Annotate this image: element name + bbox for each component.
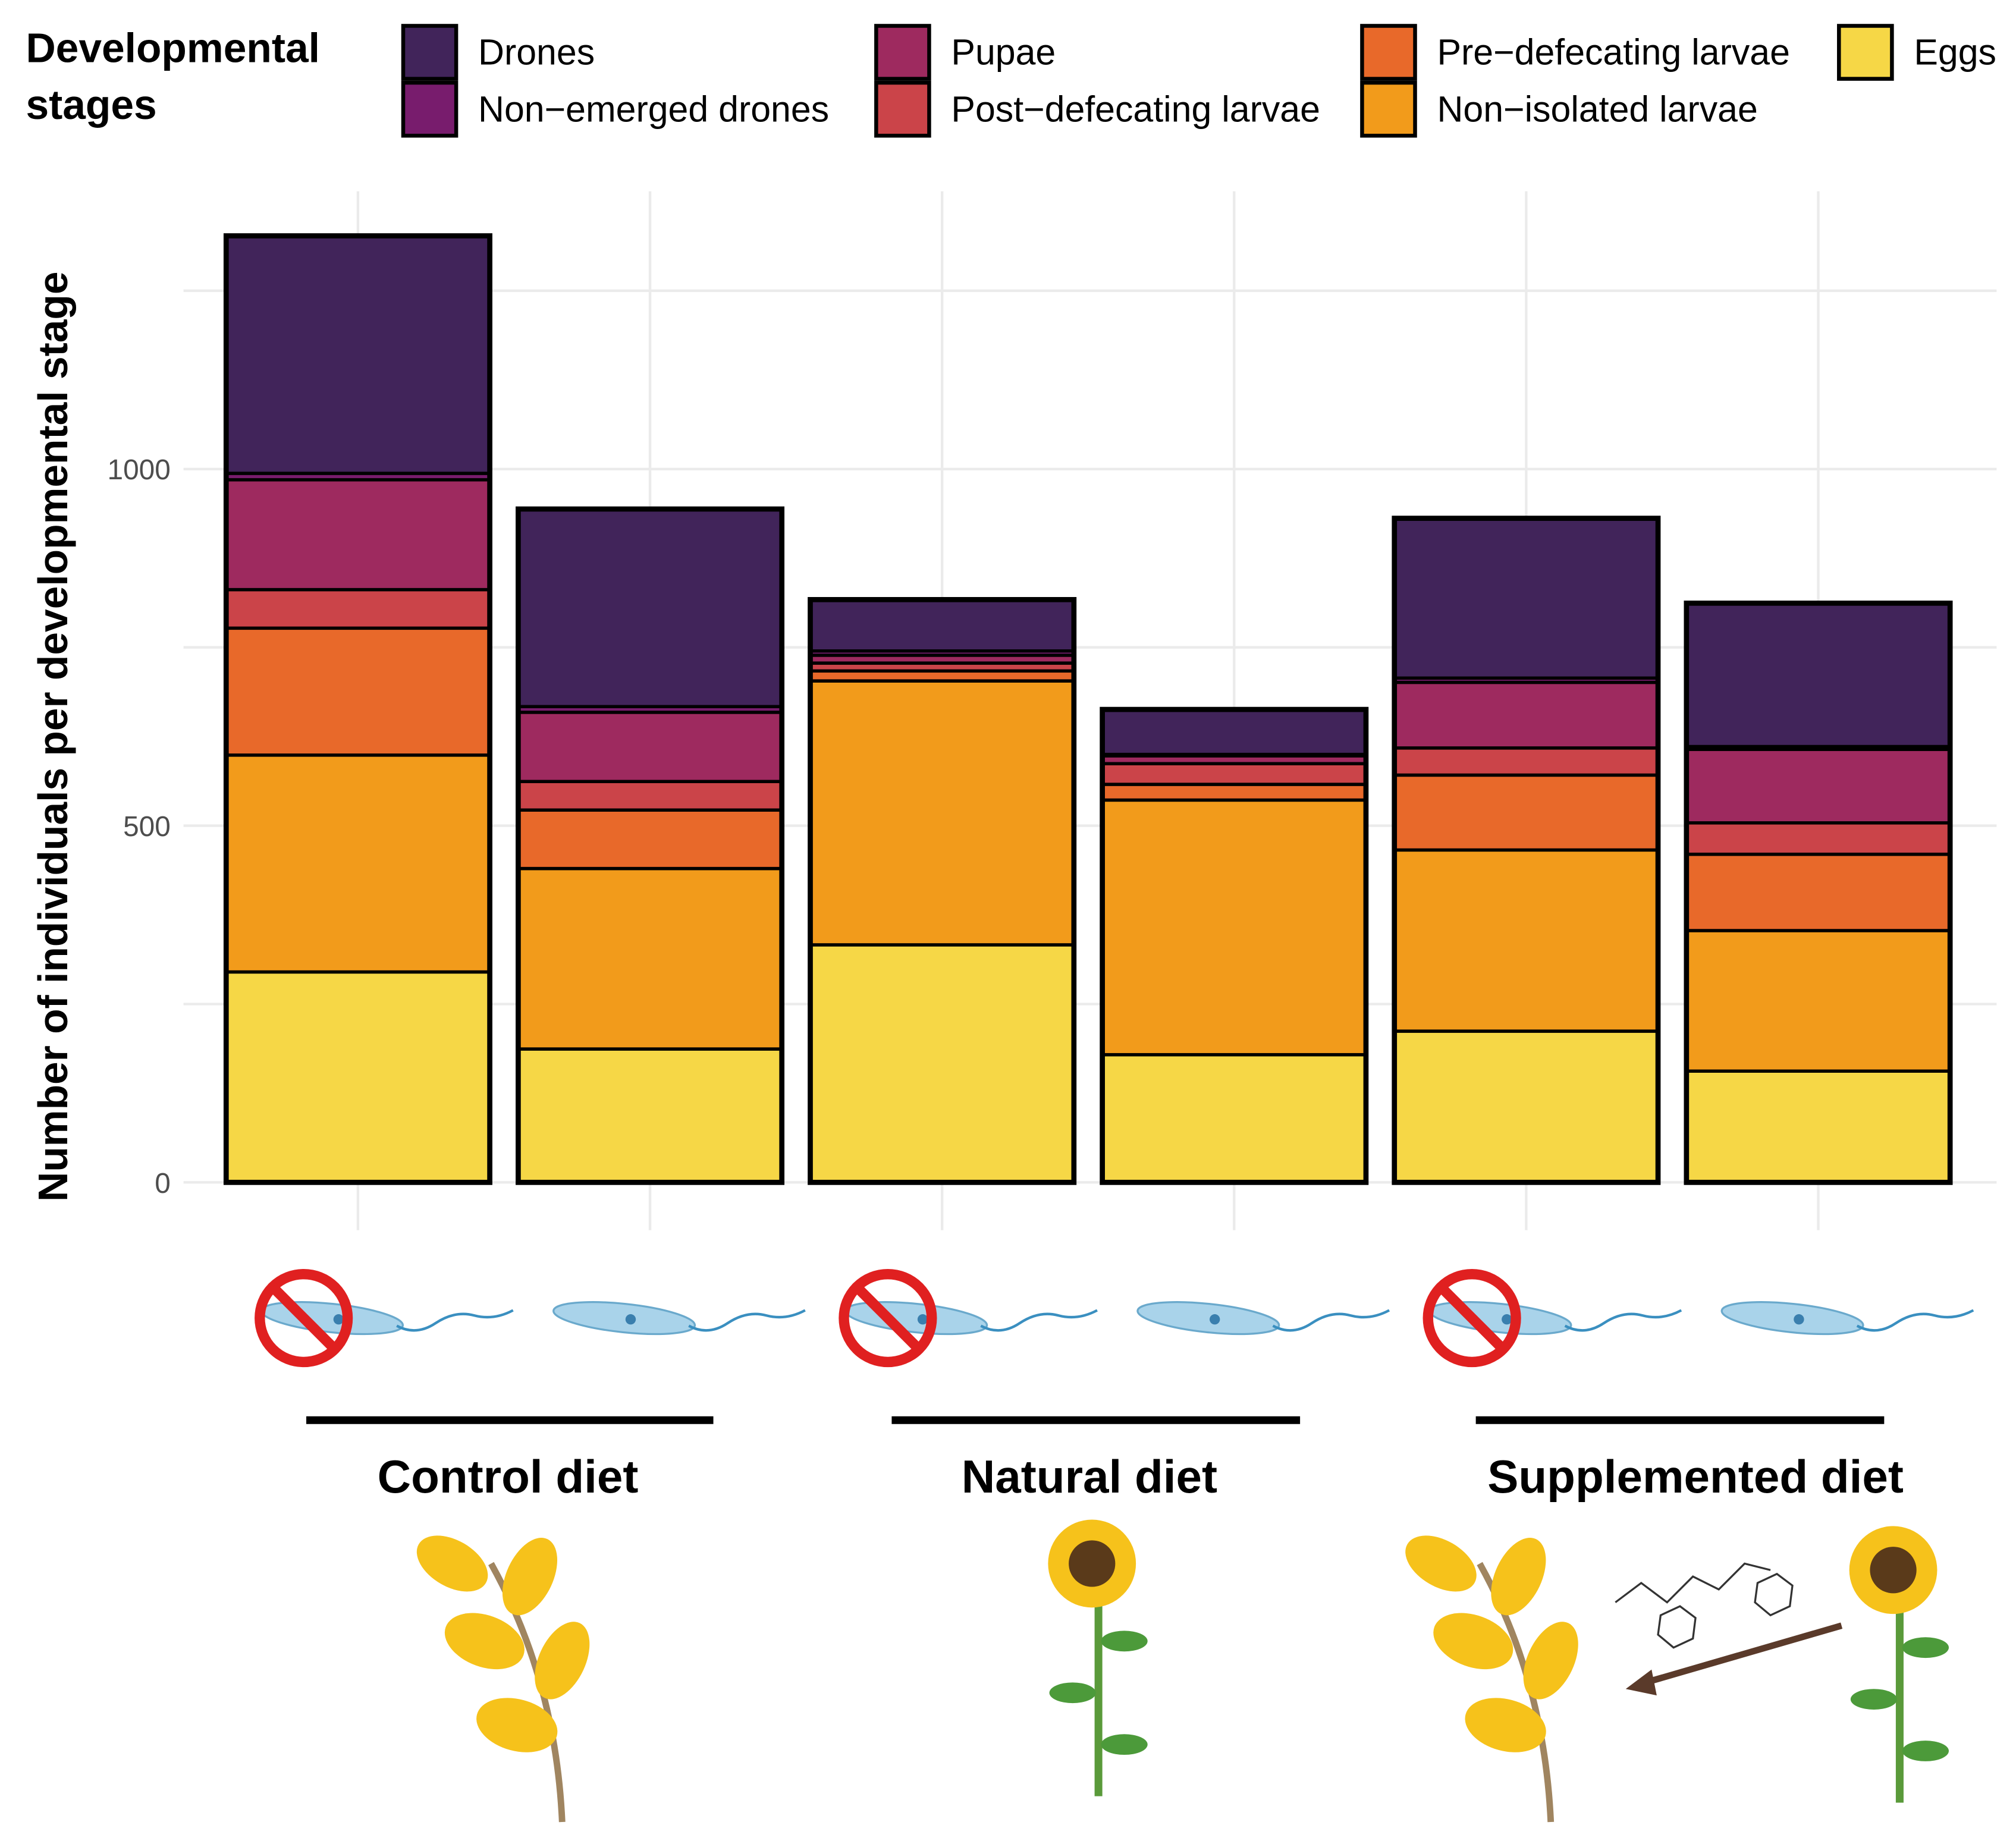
bar-segment-drones: [516, 507, 784, 708]
arrow-icon: [1640, 1622, 1843, 1687]
bar-segment-pre-defecating-larvae: [1393, 773, 1660, 852]
group-label-natural: Natural diet: [962, 1450, 1217, 1503]
bar-segment-pre-defecating-larvae: [1685, 852, 1952, 932]
legend-label: Eggs: [1914, 32, 1996, 73]
sunflower-icon: [1048, 1519, 1148, 1796]
bar-outline: [808, 597, 1077, 1185]
group-label-supplemented: Supplemented diet: [1487, 1450, 1904, 1503]
legend-item-post-defecating-larvae: Post−defecating larvae: [874, 80, 1320, 138]
bar-outline: [516, 506, 785, 1185]
bar-segment-pupae: [1685, 747, 1952, 825]
bar-3: [808, 597, 1077, 1185]
bar-segment-non-isolated-larvae: [1100, 798, 1368, 1057]
bar-segment-post-defecating-larvae: [1393, 746, 1660, 777]
legend-swatch: [401, 80, 459, 138]
legend-swatch: [1360, 80, 1417, 138]
sunflower-icon: [1849, 1526, 1949, 1803]
bar-segment-post-defecating-larvae: [516, 780, 784, 812]
legend-swatch: [401, 24, 459, 81]
bar-segment-pre-defecating-larvae: [224, 626, 492, 757]
legend-label: Non−isolated larvae: [1437, 89, 1757, 129]
trypanosome-icon: [1720, 1301, 1974, 1336]
arrow-head-icon: [1625, 1669, 1657, 1696]
bar-segment-pupae: [516, 711, 784, 783]
bar-segment-pupae: [224, 478, 492, 592]
chemical-structure-icon: [1615, 1562, 1794, 1649]
legend-title-line1: Developmental: [26, 24, 319, 71]
legend-label: Drones: [478, 32, 595, 73]
bar-segment-non-isolated-larvae: [1393, 848, 1660, 1033]
group-label-control: Control diet: [378, 1450, 639, 1503]
y-axis-label: Number of individuals per developmental …: [30, 271, 76, 1201]
bar-segment-eggs: [1393, 1029, 1660, 1185]
legend-item-eggs: Eggs: [1837, 24, 1996, 81]
bar-segment-eggs: [808, 943, 1076, 1185]
infection-icons: [255, 1268, 1974, 1368]
bar-segment-post-defecating-larvae: [224, 588, 492, 630]
pollen-plant-icon: [1405, 1535, 1578, 1823]
legend-label: Pupae: [951, 32, 1056, 73]
bar-segment-non-isolated-larvae: [516, 866, 784, 1051]
bar-2: [516, 506, 785, 1185]
bar-segment-drones: [808, 598, 1076, 653]
bar-outline: [223, 233, 492, 1185]
legend-item-drones: Drones: [401, 24, 595, 81]
bar-5: [1392, 516, 1661, 1185]
y-axis-ticks: 0 500 1000: [108, 454, 171, 1199]
bar-segment-pre-defecating-larvae: [1100, 783, 1368, 802]
bar-segment-eggs: [1100, 1053, 1368, 1185]
legend-swatch: [874, 80, 931, 138]
no-sign-icon: [839, 1268, 937, 1368]
y-tick-label: 500: [123, 811, 171, 843]
legend-label: Post−defecating larvae: [951, 89, 1320, 129]
bars: [223, 233, 1953, 1185]
bar-6: [1684, 601, 1953, 1185]
bar-1: [223, 233, 492, 1185]
bar-segment-pre-defecating-larvae: [516, 808, 784, 871]
bar-segment-post-defecating-larvae: [1100, 762, 1368, 786]
bar-segment-pupae: [1393, 680, 1660, 750]
legend-title-line2: stages: [26, 81, 156, 128]
group-labels: Control diet Natural diet Supplemented d…: [306, 1416, 1904, 1503]
bar-outline: [1392, 516, 1661, 1185]
legend-item-non-emerged-drones: Non−emerged drones: [401, 80, 829, 138]
legend-item-pupae: Pupae: [874, 24, 1056, 81]
legend-item-non-isolated-larvae: Non−isolated larvae: [1360, 80, 1758, 138]
bar-4: [1100, 706, 1369, 1185]
legend-swatch: [1360, 24, 1417, 81]
bar-segment-non-isolated-larvae: [1685, 929, 1952, 1073]
legend: Developmental stages Eggs Non−isolated la…: [26, 24, 1996, 138]
illustrations: [416, 1519, 1949, 1823]
no-sign-icon: [255, 1268, 353, 1368]
bar-outline: [1100, 706, 1369, 1185]
bar-segment-drones: [1685, 601, 1952, 749]
legend-swatch: [1837, 24, 1894, 81]
trypanosome-icon: [552, 1301, 806, 1336]
bar-segment-eggs: [1685, 1069, 1952, 1185]
pollen-plant-icon: [416, 1535, 590, 1823]
no-sign-icon: [1422, 1268, 1521, 1368]
y-tick-label: 0: [155, 1168, 171, 1199]
bar-segment-non-isolated-larvae: [808, 679, 1076, 947]
legend-item-pre-defecating-larvae: Pre−defecating larvae: [1360, 24, 1790, 81]
legend-swatch: [874, 24, 931, 81]
y-tick-label: 1000: [108, 454, 171, 486]
legend-label: Non−emerged drones: [478, 89, 829, 129]
bar-segment-drones: [1393, 516, 1660, 680]
trypanosome-icon: [1136, 1301, 1390, 1336]
bar-segment-eggs: [224, 970, 492, 1185]
bar-segment-drones: [1100, 708, 1368, 756]
bar-outline: [1684, 601, 1953, 1185]
bar-segment-non-isolated-larvae: [224, 753, 492, 974]
bar-segment-drones: [224, 234, 492, 475]
bar-segment-eggs: [516, 1047, 784, 1185]
bar-segment-post-defecating-larvae: [1685, 821, 1952, 856]
legend-label: Pre−defecating larvae: [1437, 32, 1789, 73]
